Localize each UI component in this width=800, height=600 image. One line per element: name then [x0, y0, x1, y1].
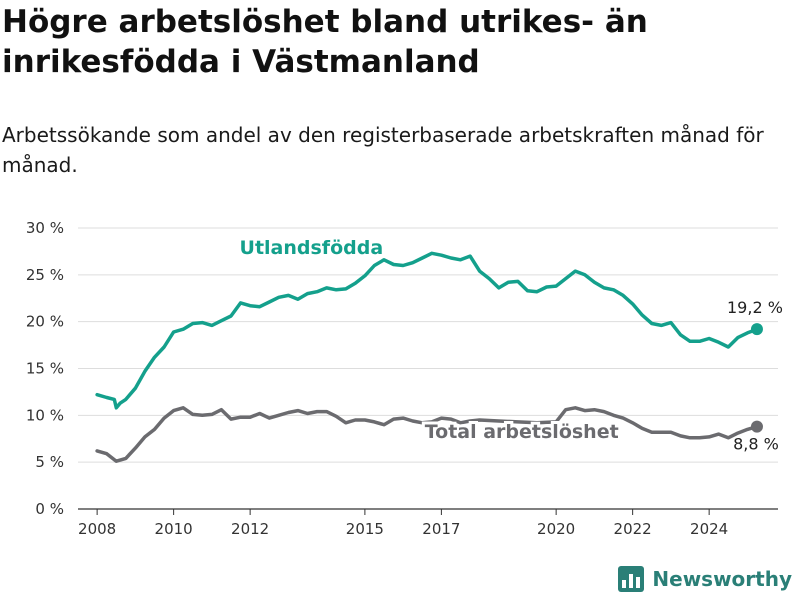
chart-grid [78, 227, 778, 510]
newsworthy-logo: Newsworthy [618, 566, 792, 592]
x-tick-label: 2012 [231, 520, 269, 538]
y-tick-label: 0 % [35, 500, 64, 518]
series-label: Total arbetslöshet [425, 421, 619, 443]
x-tick-label: 2015 [346, 520, 384, 538]
x-tick-label: 2024 [690, 520, 728, 538]
series-end-label: 19,2 % [727, 298, 783, 317]
series-end-point [750, 420, 763, 433]
y-tick-label: 20 % [26, 313, 64, 331]
x-axis: 2008 2010 2012 2015 2017 2020 2022 2024 [78, 509, 728, 538]
series-end-label: 8,8 % [733, 435, 779, 454]
x-tick-label: 2022 [614, 520, 652, 538]
x-tick-label: 2017 [422, 520, 460, 538]
x-tick-label: 2020 [537, 520, 575, 538]
x-tick-label: 2010 [155, 520, 193, 538]
chart-subtitle: Arbetssökande som andel av den registerb… [2, 123, 764, 177]
y-axis: 0 % 5 % 10 % 15 % 20 % 25 % 30 % [26, 219, 64, 518]
x-tick-label: 2008 [78, 520, 116, 538]
bar-chart-icon [618, 566, 645, 592]
brand-name: Newsworthy [652, 567, 792, 591]
y-tick-label: 30 % [26, 219, 64, 237]
series-line-1 [95, 406, 759, 463]
series-line-0 [95, 251, 759, 410]
series-end-point [750, 323, 763, 336]
y-tick-label: 15 % [26, 360, 64, 378]
chart-series: 19,2 % 8,8 % Utlandsfödda Total arbetslöshe… [95, 234, 783, 463]
y-tick-label: 5 % [35, 453, 64, 471]
y-tick-label: 25 % [26, 266, 64, 284]
y-tick-label: 10 % [26, 406, 64, 424]
chart-title: Högre arbetslöshet bland utrikes- än inr… [2, 4, 648, 80]
series-label: Utlandsfödda [240, 237, 384, 259]
